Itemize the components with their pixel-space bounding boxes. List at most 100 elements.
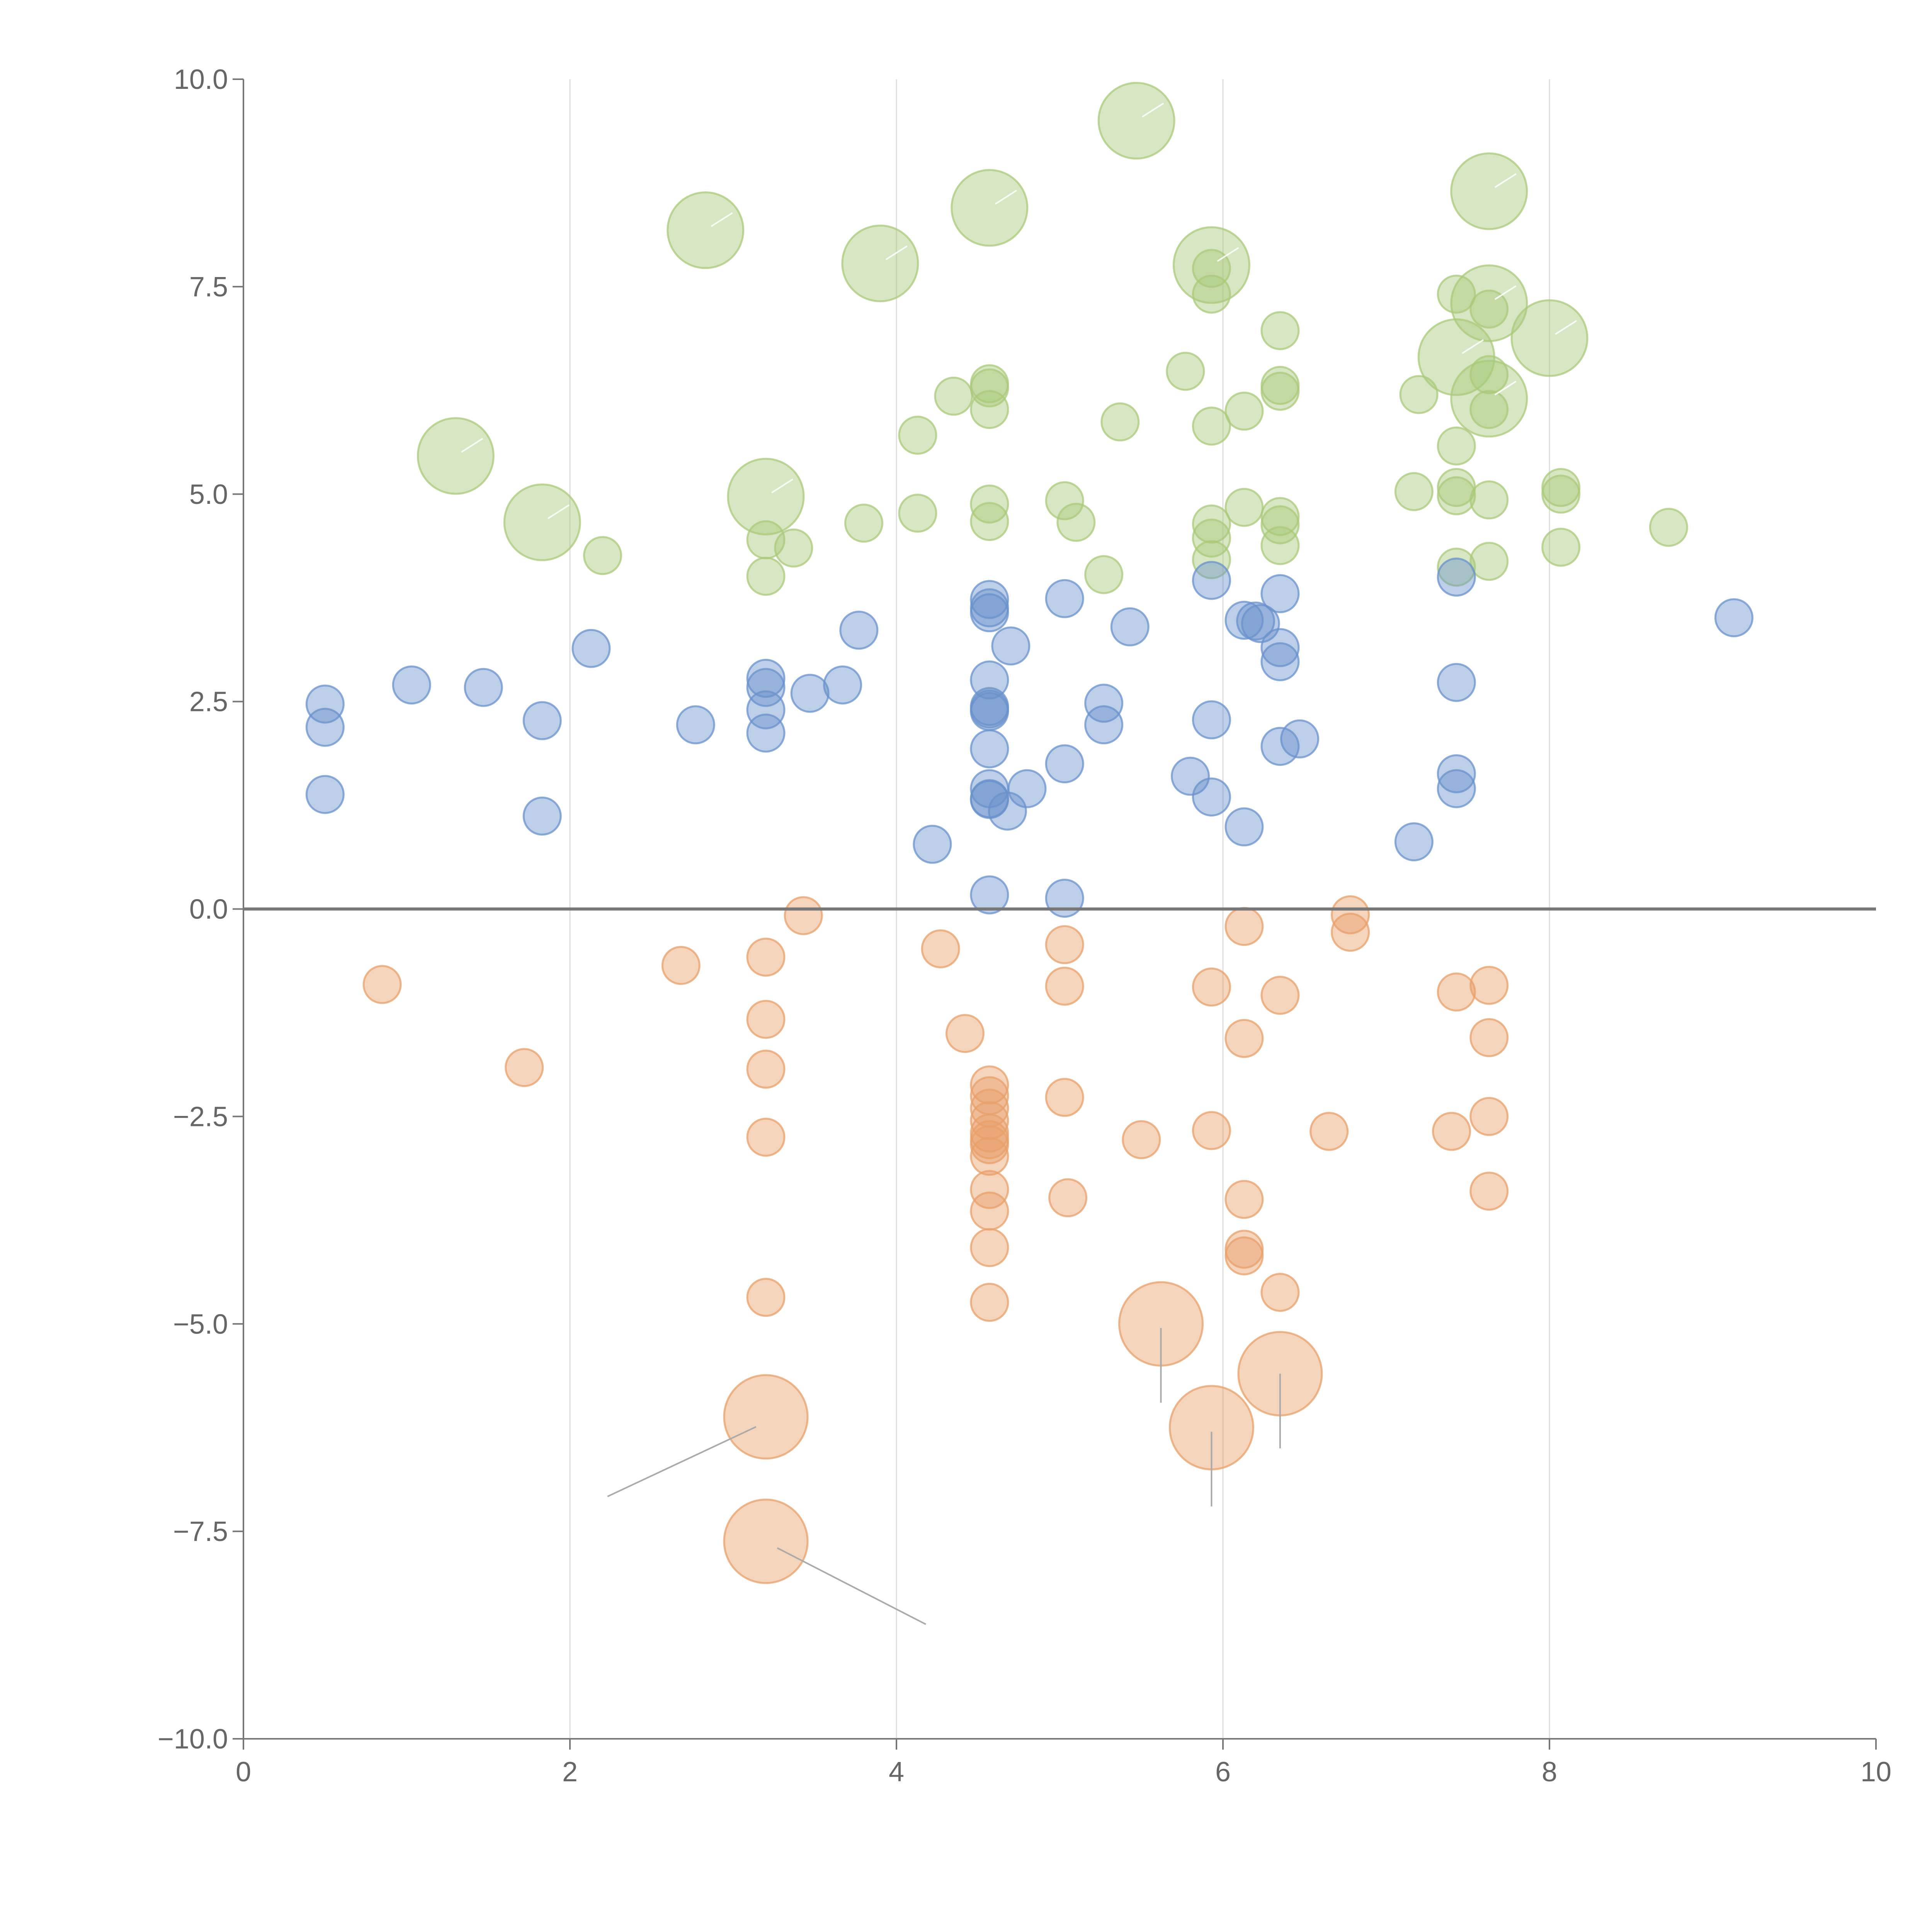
data-point — [970, 502, 1009, 541]
bubble-highlight — [548, 504, 570, 519]
bubble-highlight — [1142, 102, 1164, 118]
data-point — [305, 707, 345, 747]
data-point — [571, 629, 611, 668]
data-point — [746, 1049, 786, 1089]
data-point — [1048, 1178, 1088, 1218]
data-point — [1260, 372, 1300, 411]
data-point — [921, 929, 960, 969]
data-point — [1469, 542, 1509, 581]
data-point — [464, 668, 503, 707]
x-tick-label: 8 — [1542, 1757, 1557, 1787]
data-point — [746, 668, 786, 707]
bubble-highlight — [771, 478, 794, 493]
data-point — [1260, 642, 1300, 681]
data-point — [746, 713, 786, 753]
data-point — [522, 701, 562, 740]
data-point — [1469, 480, 1509, 520]
data-point — [1225, 1019, 1264, 1058]
data-point — [1437, 558, 1476, 597]
y-tick-label: 0.0 — [189, 894, 228, 925]
data-point — [970, 875, 1009, 915]
x-tick-label: 4 — [889, 1757, 904, 1787]
x-tick-label: 6 — [1215, 1757, 1231, 1787]
data-point — [746, 659, 786, 698]
data-point — [746, 690, 786, 730]
data-point — [1260, 976, 1300, 1015]
data-point — [1260, 727, 1300, 766]
data-point — [1192, 540, 1231, 579]
data-point — [1394, 822, 1434, 862]
data-point — [1714, 598, 1753, 638]
data-point — [970, 660, 1009, 700]
bubble-highlight — [461, 438, 483, 453]
data-point — [1510, 299, 1588, 377]
data-point — [1225, 391, 1264, 431]
data-point — [1192, 519, 1231, 558]
data-point — [1469, 390, 1509, 429]
data-point — [1171, 757, 1210, 796]
data-point — [1437, 548, 1476, 587]
bubble-highlight — [1494, 381, 1517, 396]
data-point — [676, 705, 715, 745]
data-point — [1225, 1180, 1264, 1219]
data-point — [1331, 913, 1370, 952]
data-point — [1541, 527, 1581, 567]
data-point — [1260, 311, 1300, 350]
data-point — [1260, 497, 1300, 536]
data-point — [1450, 360, 1528, 438]
data-point — [1084, 555, 1124, 594]
data-point — [1437, 274, 1476, 314]
data-point — [1437, 769, 1476, 808]
data-point — [305, 775, 345, 814]
data-point — [1192, 1111, 1231, 1150]
data-point — [1225, 807, 1264, 847]
data-point — [1310, 1112, 1349, 1151]
data-point — [1260, 1273, 1300, 1312]
data-point — [970, 729, 1009, 769]
bubble-highlight — [995, 190, 1017, 205]
data-point — [723, 1498, 809, 1584]
data-point — [1225, 600, 1264, 640]
y-tick-label: −10.0 — [158, 1724, 228, 1755]
data-point — [970, 485, 1009, 524]
data-point — [970, 1191, 1009, 1231]
data-point — [970, 1228, 1009, 1267]
data-point — [988, 791, 1027, 831]
y-tick-label: −5.0 — [173, 1309, 228, 1340]
leader-line — [777, 1547, 926, 1625]
overlay-layer — [461, 102, 1577, 1625]
data-point — [1260, 628, 1300, 667]
data-point — [392, 665, 431, 705]
data-point — [913, 825, 952, 864]
data-point — [746, 556, 786, 596]
y-tick-label: 10.0 — [174, 64, 228, 95]
data-point — [1097, 82, 1175, 160]
data-point — [898, 493, 937, 533]
bubble-highlight — [1462, 339, 1484, 354]
data-point — [1192, 967, 1231, 1007]
data-point — [1192, 777, 1231, 817]
x-tick-label: 2 — [562, 1757, 578, 1787]
data-point — [1437, 426, 1476, 466]
data-point — [1469, 1172, 1509, 1211]
y-tick-label: 5.0 — [189, 479, 228, 510]
bubble-highlight — [1554, 320, 1577, 335]
data-point — [934, 376, 973, 416]
data-point — [1437, 972, 1476, 1012]
data-point — [790, 673, 830, 713]
bubble-highlight — [1494, 173, 1517, 188]
data-point — [774, 528, 813, 568]
data-point — [503, 483, 581, 561]
data-point — [1192, 700, 1231, 740]
data-point — [417, 417, 495, 495]
data-point — [1192, 504, 1231, 544]
data-point — [727, 457, 805, 536]
data-point — [1437, 476, 1476, 515]
data-point — [1432, 1112, 1471, 1151]
data-point — [1056, 503, 1096, 542]
data-point — [1100, 402, 1140, 442]
data-point — [1045, 744, 1084, 784]
data-point — [1045, 879, 1084, 918]
